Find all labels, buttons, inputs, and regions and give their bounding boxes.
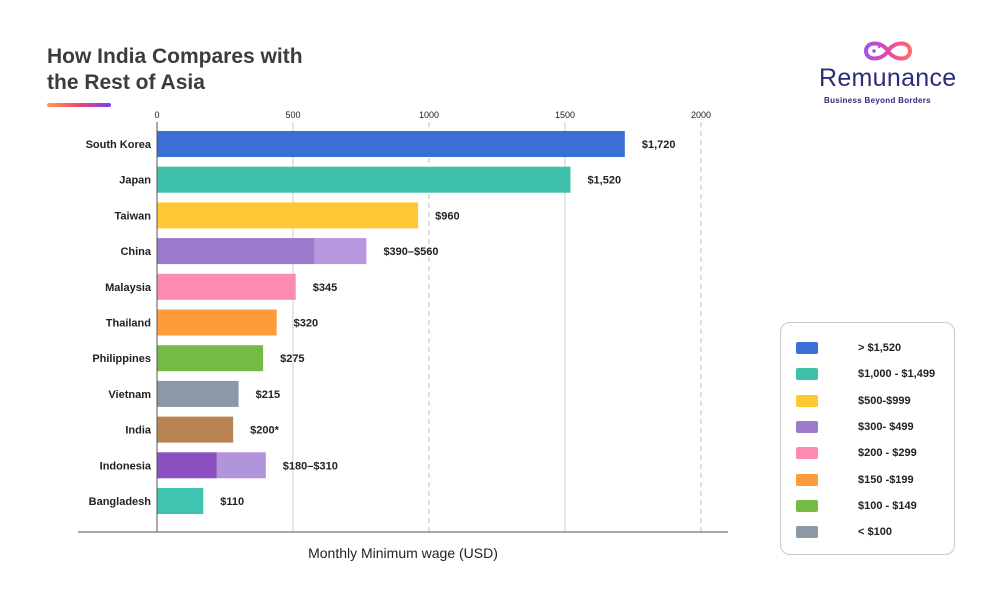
bar	[157, 488, 204, 514]
y-category-label: China	[120, 246, 151, 258]
y-category-label: Thailand	[106, 318, 151, 330]
y-category-label: Taiwan	[115, 210, 152, 222]
y-category-label: Japan	[119, 175, 151, 187]
legend-swatch	[796, 447, 818, 460]
labels: 0 500 1000 1500 2000 South Korea $1,720 Japan $1…	[86, 110, 711, 508]
bar-data-label: $200*	[250, 425, 279, 437]
logo-tagline: Business Beyond Borders	[824, 96, 931, 105]
legend-swatch	[796, 420, 818, 433]
bar-data-label: $390–$560	[383, 246, 438, 258]
bar	[157, 273, 296, 300]
legend-item: > $1,520	[796, 341, 901, 355]
axes	[78, 122, 728, 533]
remunance-logo: Remunance Business Beyond Borders	[815, 38, 965, 108]
bar-range-segment	[216, 452, 266, 479]
logo-name: Remunance	[819, 64, 957, 92]
x-tick-label: 500	[285, 110, 300, 120]
bar	[157, 202, 419, 229]
legend-item: $200 - $299	[796, 446, 917, 460]
legend-label: $150 -$199	[858, 473, 914, 486]
legend-item: $300- $499	[796, 420, 914, 434]
bar	[157, 345, 264, 372]
y-category-label: India	[125, 425, 152, 437]
bar	[157, 309, 277, 336]
legend-swatch	[796, 499, 818, 512]
legend-swatch	[796, 473, 818, 486]
bar-data-label: $180–$310	[283, 460, 338, 472]
y-category-label: Bangladesh	[89, 496, 152, 508]
legend-label: $1,000 - $1,499	[858, 368, 936, 381]
bar	[157, 131, 625, 157]
x-tick-label: 1000	[419, 110, 439, 120]
x-tick-label: 0	[154, 110, 159, 120]
bar-data-label: $215	[256, 389, 280, 401]
bar-data-label: $1,720	[642, 139, 676, 151]
x-tick-label: 1500	[555, 110, 575, 120]
legend: > $1,520 $1,000 - $1,499 $500-$999 $300- $4…	[780, 322, 955, 555]
infinity-logo-icon	[863, 41, 913, 61]
legend-swatch	[796, 368, 818, 381]
page-title: How India Compares with the Rest of Asia	[47, 45, 303, 94]
legend-item: $500-$999	[796, 394, 911, 408]
legend-label: $300- $499	[858, 420, 914, 433]
legend-item: < $100	[796, 525, 892, 539]
bar-data-label: $110	[220, 496, 244, 508]
bar-data-label: $1,520	[587, 175, 621, 187]
bar-data-label: $960	[435, 210, 459, 222]
y-category-label: Philippines	[92, 353, 151, 365]
bars	[157, 131, 625, 514]
bar	[157, 416, 234, 443]
legend-item: $150 -$199	[796, 473, 914, 487]
legend-label: $200 - $299	[858, 447, 917, 460]
legend-label: $100 - $149	[858, 499, 917, 512]
legend-swatch	[796, 394, 818, 407]
bar-data-label: $345	[313, 282, 337, 294]
legend-swatch	[796, 526, 818, 539]
legend-label: $500-$999	[858, 394, 911, 407]
y-category-label: South Korea	[86, 139, 152, 151]
bar	[157, 380, 239, 407]
y-category-label: Malaysia	[105, 282, 152, 294]
y-category-label: Indonesia	[100, 460, 152, 472]
legend-label: < $100	[858, 526, 892, 539]
legend-item: $1,000 - $1,499	[796, 367, 935, 381]
bar-segment	[157, 238, 315, 265]
title-underline	[47, 103, 111, 107]
bar-data-label: $320	[294, 318, 318, 330]
y-category-label: Vietnam	[108, 389, 151, 401]
legend-label: > $1,520	[858, 342, 902, 354]
x-axis-title: Monthly Minimum wage (USD)	[308, 545, 498, 561]
bar-range-segment	[314, 238, 367, 265]
legend-swatch	[796, 342, 818, 354]
bar-segment	[157, 452, 217, 479]
x-tick-label: 2000	[691, 110, 711, 120]
legend-item: $100 - $149	[796, 499, 917, 513]
bar-data-label: $275	[280, 353, 304, 365]
bar	[157, 166, 571, 193]
